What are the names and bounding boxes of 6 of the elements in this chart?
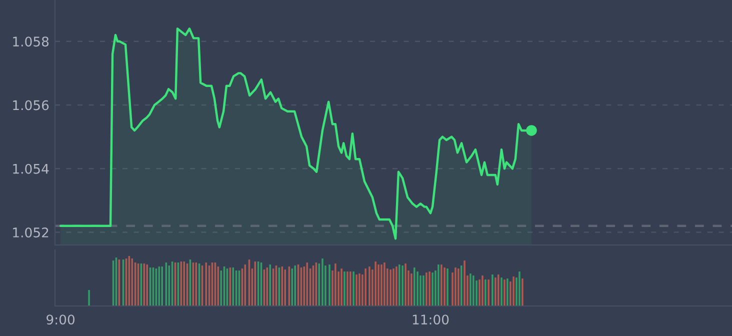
x-tick-label: 9:00 [46,314,74,325]
x-tick-label: 11:00 [412,314,449,325]
y-tick-label: 1.052 [13,227,48,238]
y-tick-label: 1.058 [13,36,49,47]
y-tick-label: 1.054 [13,164,49,174]
y-tick-label: 1.056 [13,100,49,110]
